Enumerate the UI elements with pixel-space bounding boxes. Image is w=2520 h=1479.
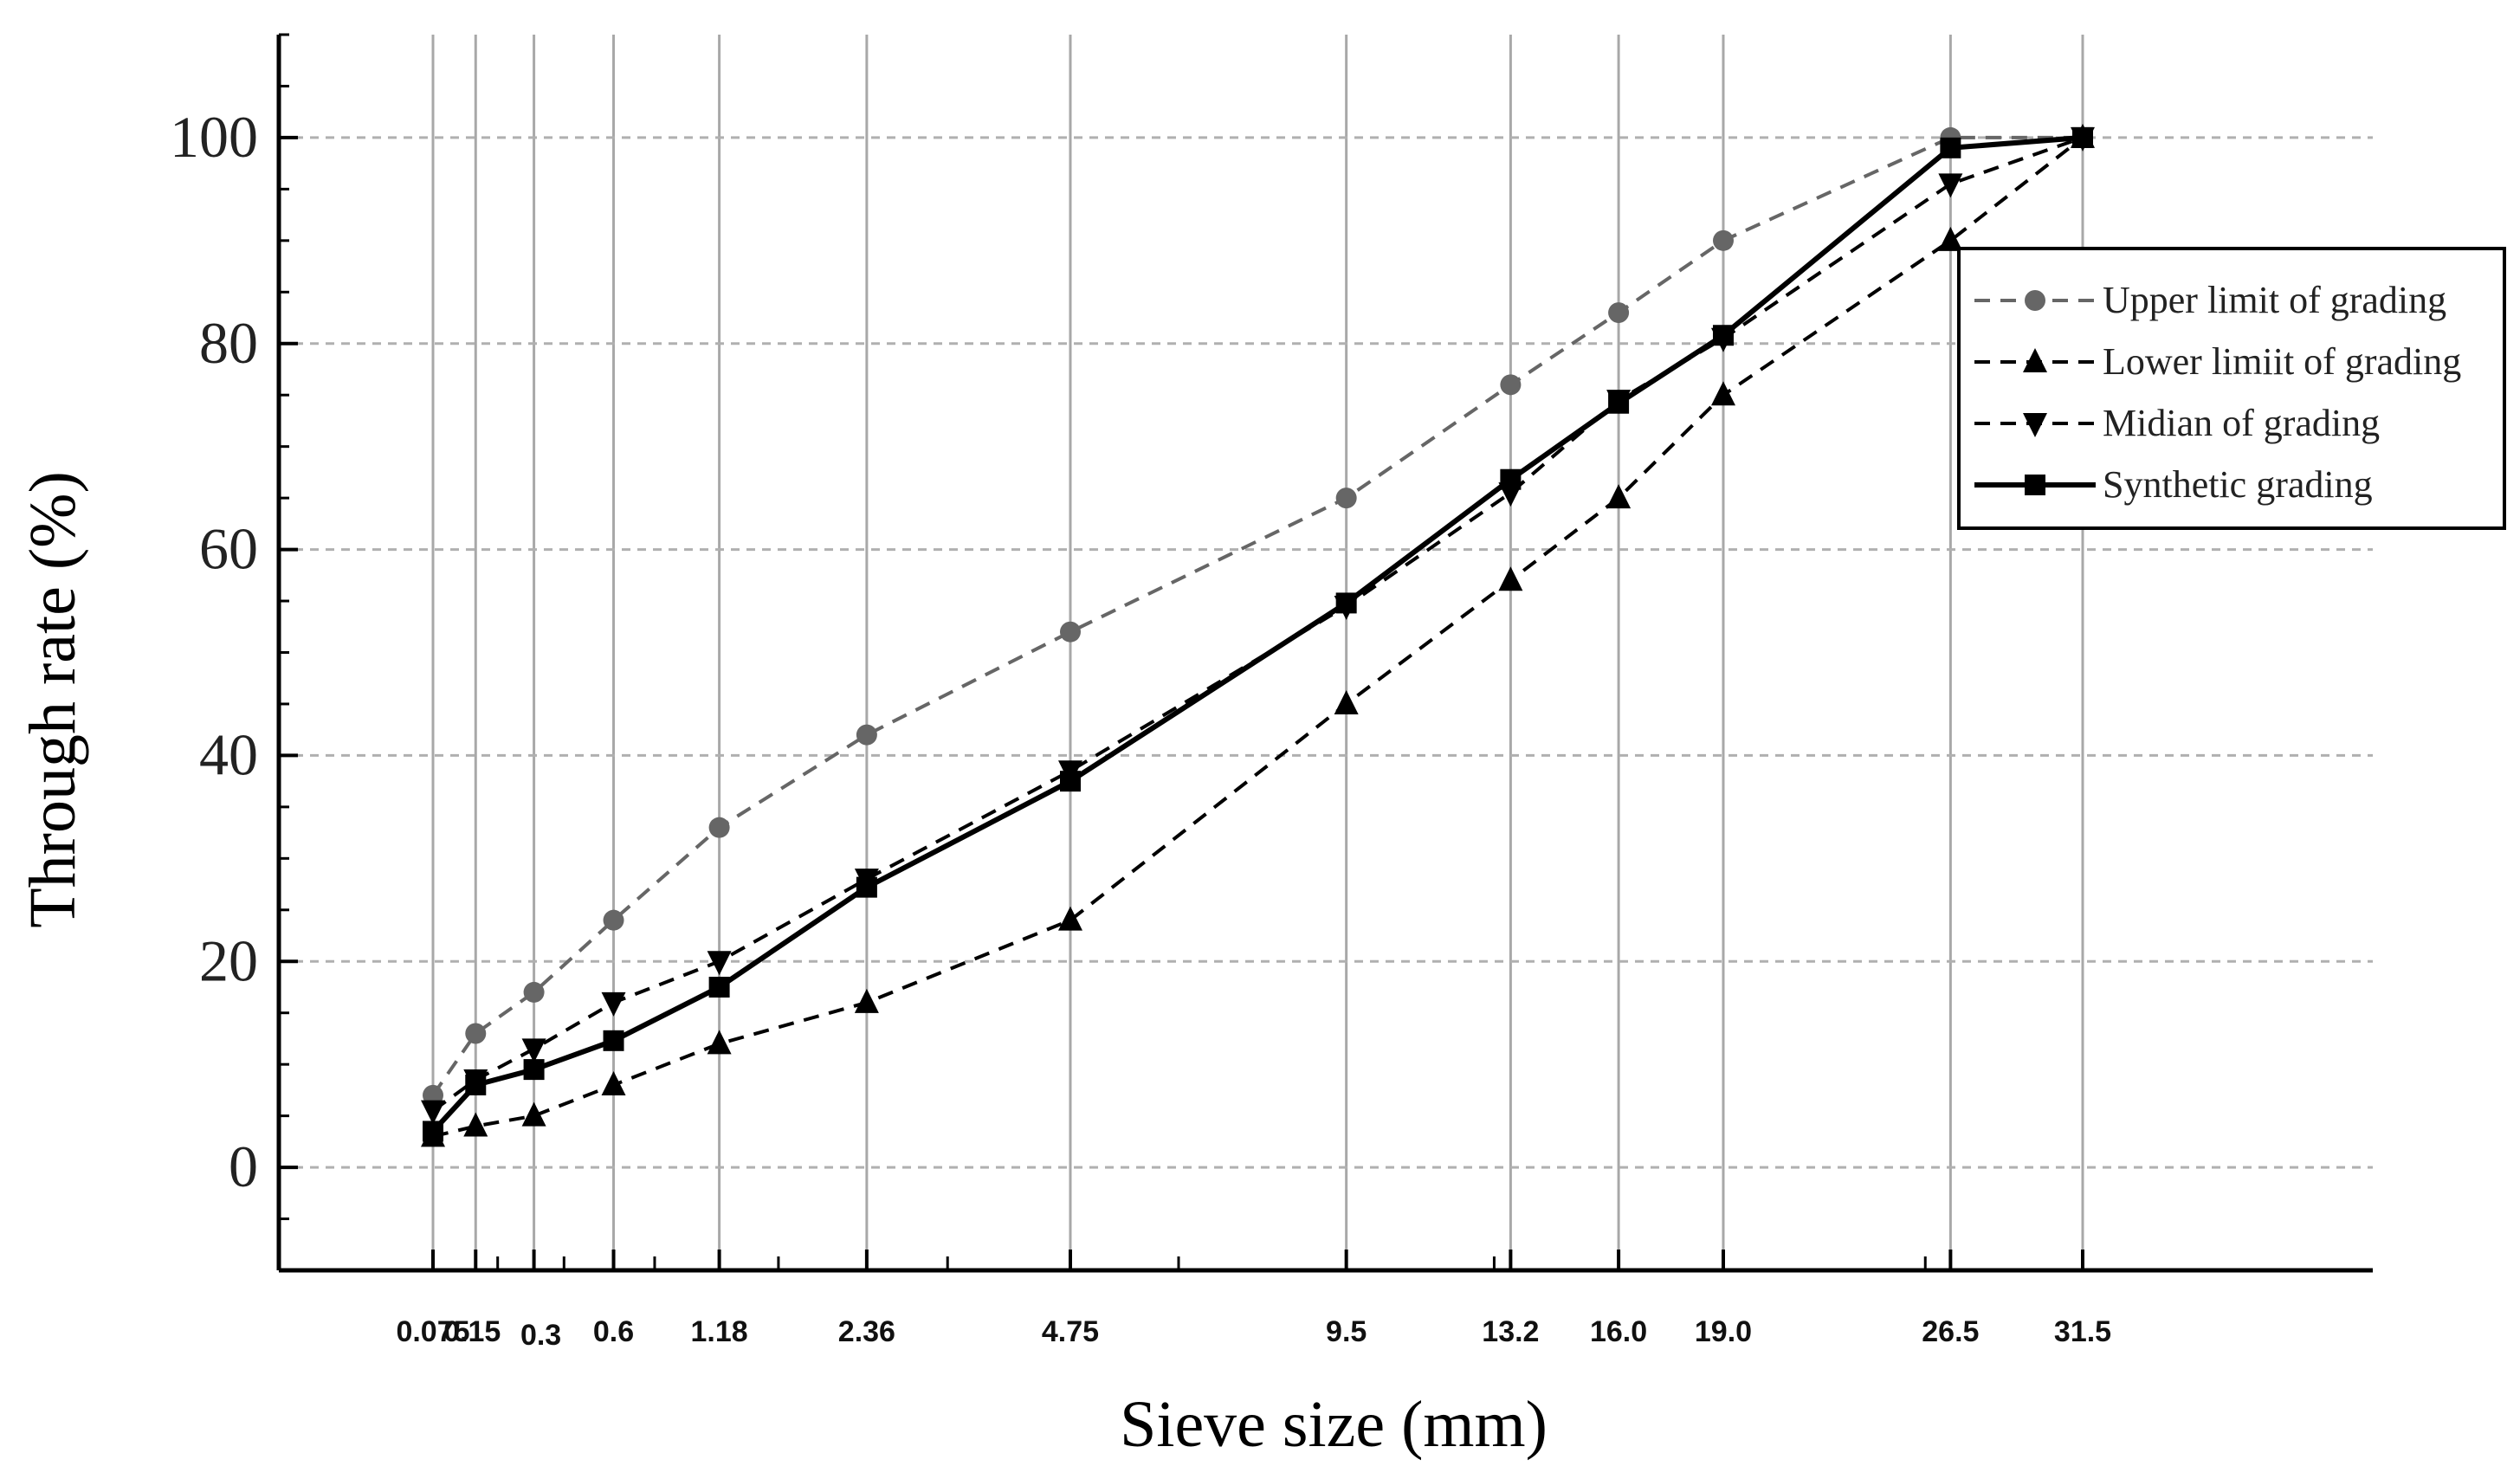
data-point-2-26.5 <box>1938 173 1963 198</box>
data-point-2-0.3 <box>521 1038 546 1063</box>
legend-marker-2 <box>2023 413 2047 437</box>
data-point-1-13.2 <box>1498 566 1523 591</box>
data-point-0-9.5 <box>1335 488 1357 509</box>
data-point-3-4.75 <box>1059 771 1081 792</box>
series-0 <box>423 126 2093 1106</box>
data-point-3-0.3 <box>523 1059 545 1081</box>
data-point-1-16.0 <box>1606 484 1632 509</box>
data-point-0-4.75 <box>1059 621 1081 643</box>
legend-box <box>1957 247 2506 530</box>
legend-label-1: Lower limiit of grading <box>2103 340 2461 383</box>
data-point-0-13.2 <box>1500 374 1522 396</box>
legend-label-2: Midian of grading <box>2103 402 2380 444</box>
legend-marker-0 <box>2025 290 2045 311</box>
x-tick-label-4.75: 4.75 <box>1042 1315 1099 1348</box>
data-point-2-0.6 <box>601 991 626 1017</box>
x-tick-label-19.0: 19.0 <box>1695 1315 1752 1348</box>
data-point-1-26.5 <box>1938 226 1963 251</box>
y-tick-label-0: 0 <box>229 1133 258 1199</box>
legend-marker-1 <box>2023 348 2047 372</box>
data-point-0-0.15 <box>465 1023 487 1044</box>
x-axis-label: Sieve size (mm) <box>1120 1388 1548 1461</box>
y-axis-ticks: 0 20 40 60 80 100 <box>170 33 298 1272</box>
data-point-0-0.3 <box>523 981 545 1003</box>
series-line-2 <box>431 136 2084 1113</box>
data-point-2-1.18 <box>707 951 732 976</box>
series-3 <box>423 126 2093 1142</box>
y-axis-label: Through rate (%) <box>16 471 89 928</box>
data-point-0-16.0 <box>1608 302 1630 324</box>
x-tick-label-1.18: 1.18 <box>691 1315 748 1348</box>
x-tick-label-0.6: 0.6 <box>593 1315 634 1348</box>
y-tick-label-60: 60 <box>199 516 258 582</box>
x-tick-label-16.0: 16.0 <box>1590 1315 1647 1348</box>
legend: Upper limit of grading Lower limiit of gr… <box>1957 247 2506 530</box>
x-tick-label-13.2: 13.2 <box>1482 1315 1539 1348</box>
x-tick-label-0.15: 0.15 <box>443 1315 501 1348</box>
x-tick-label-2.36: 2.36 <box>838 1315 895 1348</box>
data-point-0-2.36 <box>856 724 877 746</box>
series-2 <box>421 126 2095 1125</box>
x-tick-label-26.5: 26.5 <box>1922 1315 1979 1348</box>
data-point-1-9.5 <box>1334 689 1359 714</box>
y-tick-label-20: 20 <box>199 927 258 993</box>
grid <box>279 35 2373 1270</box>
data-point-1-0.6 <box>601 1070 626 1095</box>
x-tick-label-0.075: 0.075 <box>396 1315 469 1348</box>
data-point-1-4.75 <box>1057 906 1082 931</box>
data-point-0-0.6 <box>603 909 624 931</box>
data-point-3-31.5 <box>2072 126 2093 148</box>
x-tick-label-0.3: 0.3 <box>520 1319 561 1352</box>
data-point-3-26.5 <box>1940 137 1961 158</box>
data-point-3-0.15 <box>465 1074 487 1095</box>
y-tick-label-80: 80 <box>199 310 258 376</box>
x-tick-label-9.5: 9.5 <box>1326 1315 1367 1348</box>
data-point-0-1.18 <box>708 817 730 838</box>
data-point-3-9.5 <box>1335 592 1357 614</box>
data-point-1-2.36 <box>854 988 879 1013</box>
data-point-1-0.3 <box>521 1101 546 1127</box>
series-line-1 <box>432 136 2084 1139</box>
x-tick-label-31.5: 31.5 <box>2054 1315 2111 1348</box>
data-point-2-0.075 <box>421 1100 445 1125</box>
data-point-1-19.0 <box>1710 381 1735 406</box>
legend-marker-3 <box>2025 475 2045 495</box>
data-point-1-1.18 <box>707 1030 732 1055</box>
data-point-3-19.0 <box>1712 325 1734 346</box>
data-point-3-0.6 <box>603 1030 624 1051</box>
series-layer <box>421 123 2095 1147</box>
y-tick-label-100: 100 <box>170 104 258 170</box>
y-tick-label-40: 40 <box>199 721 258 787</box>
legend-label-3: Synthetic grading <box>2103 463 2373 506</box>
legend-label-0: Upper limit of grading <box>2103 279 2446 321</box>
data-point-0-19.0 <box>1712 229 1734 251</box>
series-line-0 <box>431 135 2083 1096</box>
series-line-3 <box>430 134 2084 1133</box>
data-point-3-13.2 <box>1500 468 1522 490</box>
data-point-3-0.075 <box>423 1121 443 1142</box>
data-point-3-2.36 <box>856 876 877 898</box>
data-point-1-0.15 <box>463 1112 488 1137</box>
data-point-3-16.0 <box>1608 392 1630 414</box>
data-point-3-1.18 <box>708 976 730 998</box>
axes <box>276 35 2373 1273</box>
series-1 <box>421 123 2095 1147</box>
